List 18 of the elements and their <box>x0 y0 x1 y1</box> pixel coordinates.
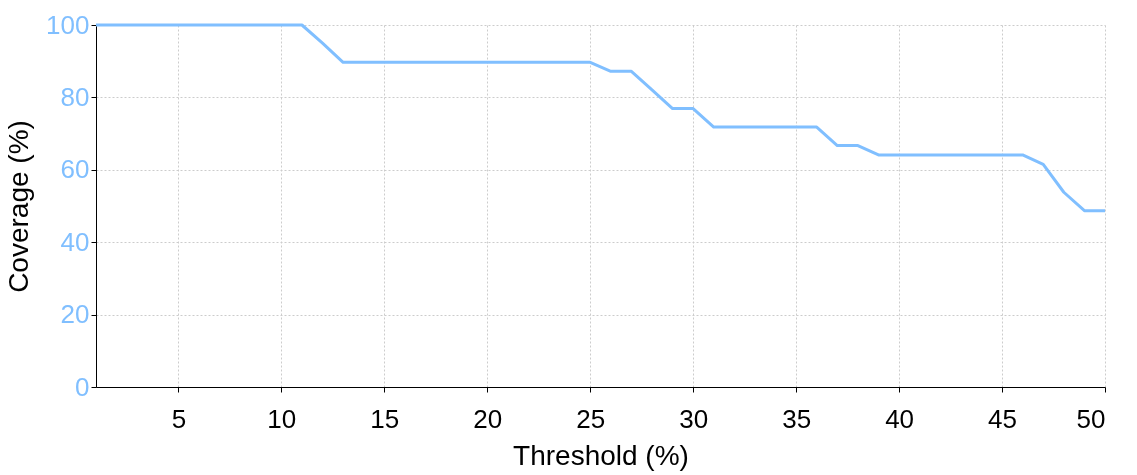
y-tick-label: 60 <box>60 154 90 185</box>
x-axis-title: Threshold (%) <box>513 439 689 471</box>
y-axis-title: Coverage (%) <box>3 120 35 293</box>
x-tick-label: 45 <box>988 403 1017 434</box>
y-tick-label: 0 <box>75 371 90 402</box>
x-tick-label: 20 <box>473 403 503 434</box>
y-tick-label: 80 <box>60 81 90 112</box>
x-tick-label: 40 <box>885 403 915 434</box>
x-tick-label: 30 <box>679 403 709 434</box>
y-tick-label: 40 <box>60 226 90 257</box>
x-tick-label: 50 <box>1076 403 1106 434</box>
x-tick-label: 35 <box>782 403 812 434</box>
y-tick-label: 100 <box>46 9 90 40</box>
x-tick-label: 25 <box>576 403 606 434</box>
y-tick-label: 20 <box>60 299 90 330</box>
x-tick-label: 5 <box>171 403 187 434</box>
x-tick-label: 10 <box>267 403 297 434</box>
x-tick-label: 15 <box>370 403 400 434</box>
